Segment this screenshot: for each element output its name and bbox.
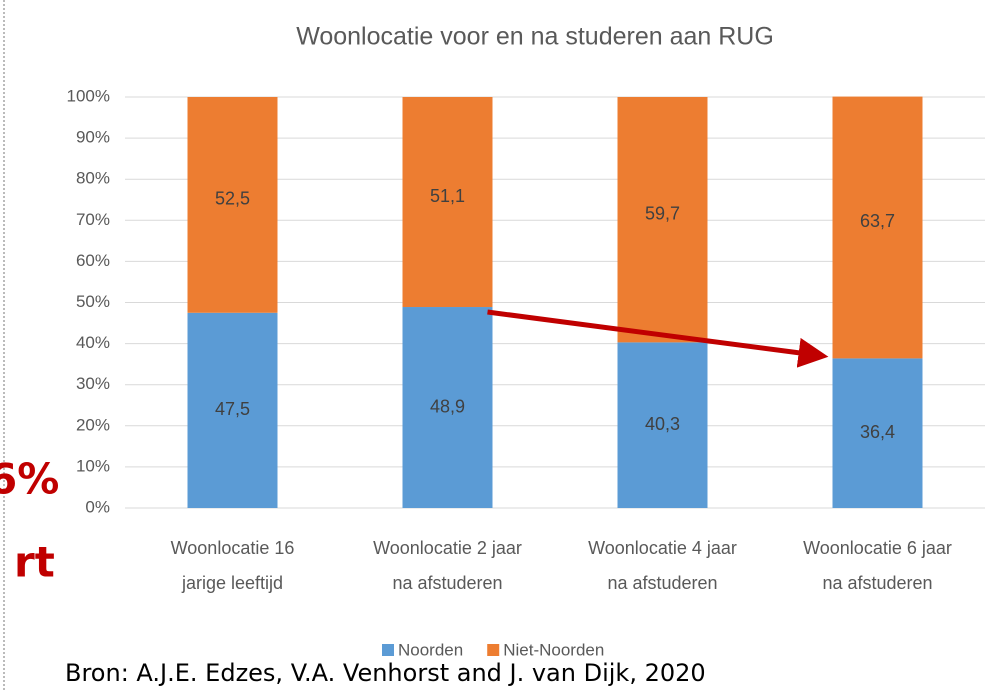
x-tick-label: na afstuderen [822,573,932,593]
y-tick-label: 70% [76,210,110,229]
y-tick-label: 0% [85,497,110,516]
x-tick-label: na afstuderen [392,573,502,593]
y-tick-label: 40% [76,333,110,352]
x-tick-label: jarige leeftijd [181,573,283,593]
bar-segment [617,342,708,508]
bar-segment [832,358,923,508]
data-label: 36,4 [860,422,895,442]
data-label: 40,3 [645,414,680,434]
y-tick-label: 90% [76,128,110,147]
bar-segment [402,97,493,308]
bar-segment [617,97,708,343]
data-label: 59,7 [645,203,680,223]
source: Bron: A.J.E. Edzes, V.A. Venhorst and J.… [65,659,706,687]
y-tick-label: 20% [76,415,110,434]
y-tick-label: 50% [76,292,110,311]
y-tick-label: 100% [67,86,110,105]
legend-swatch [487,644,500,656]
bar-segment [187,312,278,508]
x-tick-label: Woonlocatie 6 jaar [803,538,952,558]
y-tick-label: 60% [76,251,110,270]
data-label: 47,5 [215,399,250,419]
chart-title: Woonlocatie voor en na studeren aan RUG [296,23,774,51]
plot: 0% 10% 20% 30% 40% 50% 60% 70% 80% 90% 100% Woonloc… [67,86,985,659]
legend-label: Niet-Noorden [503,640,604,659]
y-tick-label: 10% [76,456,110,475]
y-tick-label: 80% [76,169,110,188]
x-tick-label: Woonlocatie 16 [171,538,295,558]
trend-arrow [487,309,829,368]
red-fragment: 6% [0,455,59,504]
x-tick-label: Woonlocatie 4 jaar [588,538,737,558]
bar-segment [832,96,923,359]
data-label: 51,1 [430,186,465,206]
data-label: 63,7 [860,211,895,231]
bar-segment [187,97,278,313]
data-label: 48,9 [430,396,465,416]
x-tick-label: na afstuderen [607,573,717,593]
legend-label: Noorden [398,640,463,659]
bar-segment [402,307,493,508]
red-fragment: rt [14,538,55,587]
x-tick-label: Woonlocatie 2 jaar [373,538,522,558]
y-tick-label: 30% [76,374,110,393]
data-label: 52,5 [215,189,250,209]
legend-swatch [382,644,394,656]
